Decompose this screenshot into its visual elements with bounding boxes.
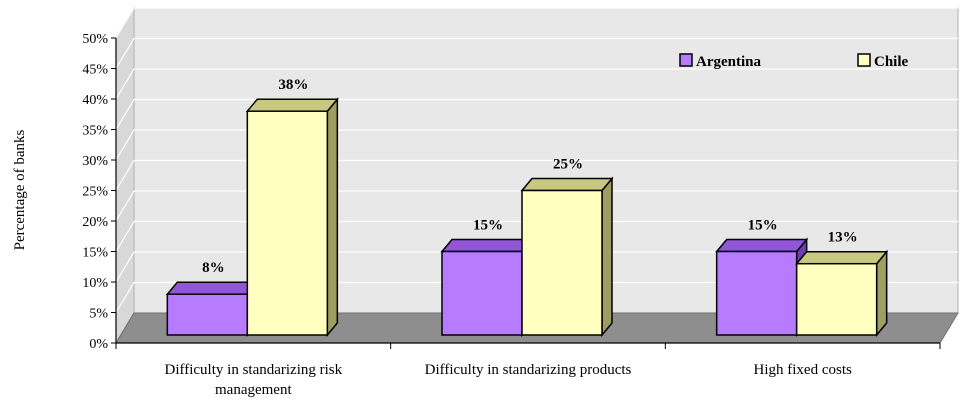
bar-chile (795, 262, 878, 336)
x-tick-label: High fixed costs (754, 362, 852, 378)
legend-label-argentina: Argentina (696, 54, 761, 70)
bar-argentina (166, 293, 249, 336)
data-label: 15% (473, 218, 503, 234)
bar-chile (521, 189, 603, 336)
gridline (115, 98, 958, 130)
bar-chile (246, 110, 329, 336)
bar-side (875, 249, 888, 338)
gridline (115, 129, 958, 161)
legend-swatch-argentina (679, 53, 693, 67)
data-labels: 8% 38% 15% 25% 15% 13% (202, 77, 858, 276)
gridline (115, 220, 958, 252)
x-tick-label: Difficulty in standarizing products (425, 362, 632, 378)
y-tick-label: 50% (82, 32, 108, 47)
y-tick-label: 0% (89, 337, 108, 352)
data-label: 38% (278, 77, 308, 93)
gridline (115, 251, 958, 283)
y-tick-label: 35% (82, 124, 108, 139)
bar-top (245, 98, 339, 112)
y-tick-label: 5% (89, 307, 108, 322)
y-tick-label: 20% (82, 215, 108, 230)
legend: Argentina Chile (679, 53, 909, 70)
data-label: 13% (828, 230, 858, 246)
y-tick-label: 25% (82, 185, 108, 200)
x-tick-label: management (215, 382, 292, 398)
gridline (115, 7, 958, 39)
gridlines (115, 7, 958, 313)
bar-argentina (715, 250, 798, 336)
gridline (115, 190, 958, 222)
legend-swatch-chile (857, 53, 871, 67)
axes: 0% 5% 10% 15% 20% 25% 30% 35% 40% 45% 50% Difficult… (82, 32, 941, 398)
y-tick-label: 40% (82, 93, 108, 108)
data-label: 15% (748, 218, 778, 234)
data-label: 8% (202, 260, 225, 276)
bar-top (165, 281, 259, 295)
y-tick-label: 15% (82, 246, 108, 261)
bar-top (795, 250, 889, 265)
y-tick-label: 30% (82, 154, 108, 169)
y-tick-label: 45% (82, 63, 108, 78)
bar-top (520, 177, 614, 192)
y-axis-label: Percentage of banks (12, 129, 28, 250)
gridline (115, 68, 958, 100)
legend-label-chile: Chile (874, 54, 909, 70)
bar-top (715, 238, 809, 253)
y-tick-label: 10% (82, 276, 108, 291)
data-label: 25% (553, 157, 583, 173)
bar-side (326, 97, 339, 338)
bar-top (440, 238, 534, 253)
gridline (115, 159, 958, 191)
gridline (115, 281, 958, 313)
x-tick-label: Difficulty in standarizing risk (165, 362, 343, 378)
bars (165, 97, 889, 338)
bar-side (601, 176, 613, 338)
gridline (115, 37, 958, 69)
bar-argentina (441, 250, 523, 336)
